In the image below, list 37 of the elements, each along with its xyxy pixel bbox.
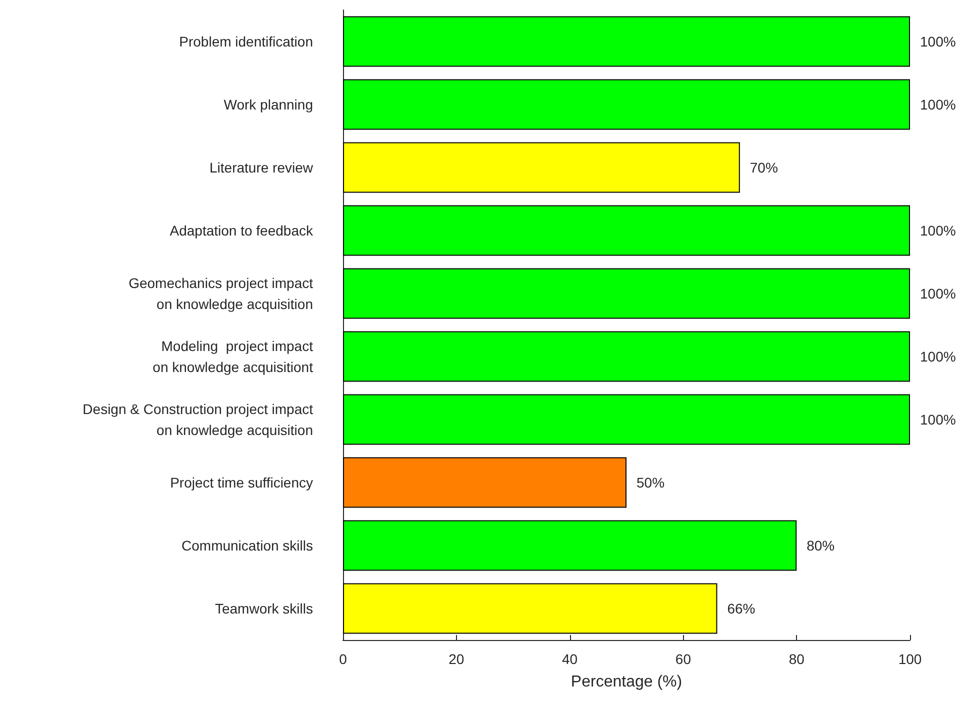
bar xyxy=(343,457,626,508)
data-label: 100% xyxy=(920,34,956,50)
x-tick-label: 100 xyxy=(898,651,922,667)
bar xyxy=(343,142,740,193)
y-tick-label: Literature review xyxy=(210,160,314,176)
y-tick-label: Modeling project impact on knowledge acquisitiont xyxy=(152,338,314,375)
x-tick-label: 20 xyxy=(448,651,464,667)
data-label: 100% xyxy=(920,348,956,364)
x-axis-title: Percentage (%) xyxy=(570,674,682,690)
bar xyxy=(343,583,718,634)
data-label: 100% xyxy=(920,96,956,112)
bar xyxy=(343,205,910,256)
bar xyxy=(343,79,910,130)
data-label: 100% xyxy=(920,412,956,428)
data-label: 100% xyxy=(920,286,956,302)
y-tick-label: Problem identification xyxy=(179,34,313,50)
x-tick-label: 40 xyxy=(562,651,578,667)
y-tick-label: Work planning xyxy=(224,96,313,112)
x-tick-label: 0 xyxy=(339,651,348,667)
y-tick-label: Geomechanics project impact on knowledge acquisition xyxy=(128,275,314,312)
y-tick-label: Teamwork skills xyxy=(214,600,313,616)
bar xyxy=(343,268,910,319)
bar xyxy=(343,394,910,445)
y-tick-label: Project time sufficiency xyxy=(170,474,313,490)
data-label: 100% xyxy=(920,222,956,238)
data-label: 70% xyxy=(750,160,778,176)
bar xyxy=(343,331,910,382)
y-tick-label: Communication skills xyxy=(182,538,313,554)
x-tick-label: 60 xyxy=(675,651,692,667)
y-tick-label: Adaptation to feedback xyxy=(170,222,314,238)
data-label: 50% xyxy=(636,474,665,490)
bar xyxy=(343,520,797,571)
data-label: 66% xyxy=(727,600,756,616)
x-tick-label: 80 xyxy=(788,651,805,667)
bar xyxy=(343,16,910,67)
data-label: 80% xyxy=(806,538,835,554)
y-tick-label: Design & Construction project impact on knowledge acquisition xyxy=(82,401,314,438)
